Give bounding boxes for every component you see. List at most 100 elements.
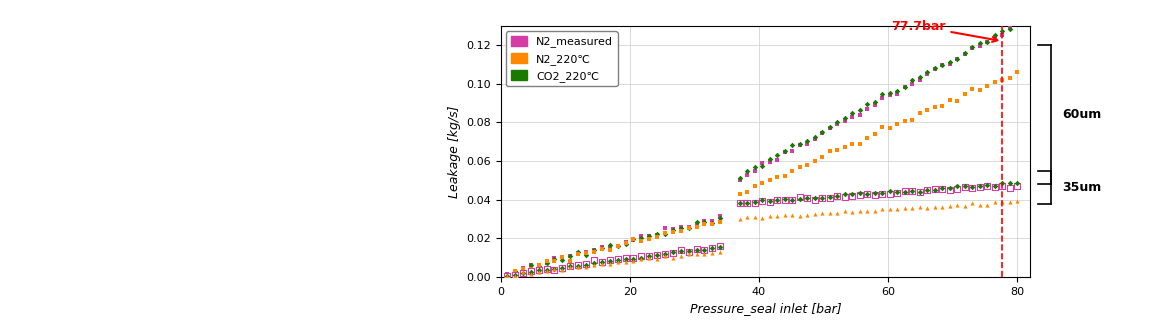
Point	[857, 192, 876, 197]
Point	[498, 274, 517, 279]
Point	[656, 230, 674, 235]
Point	[948, 56, 967, 61]
Point	[798, 195, 816, 201]
Point	[695, 218, 714, 223]
Point	[593, 261, 611, 267]
Point	[970, 88, 989, 93]
Point	[887, 190, 906, 195]
Point	[910, 110, 929, 116]
Point	[895, 84, 914, 90]
Point	[821, 195, 839, 200]
Point	[887, 191, 906, 196]
Point	[843, 193, 861, 198]
Point	[695, 248, 714, 253]
Point	[546, 259, 564, 264]
Point	[813, 211, 831, 216]
Point	[821, 125, 839, 130]
Point	[813, 130, 831, 135]
Point	[985, 185, 1004, 190]
Point	[866, 190, 884, 195]
Point	[955, 203, 974, 208]
Point	[978, 182, 997, 187]
Point	[498, 271, 517, 276]
Point	[761, 156, 779, 161]
Point	[561, 259, 579, 264]
Point	[711, 220, 730, 225]
Point	[910, 190, 929, 195]
Point	[554, 267, 572, 272]
Point	[910, 189, 929, 194]
Point	[632, 255, 650, 260]
Point	[948, 203, 967, 208]
Point	[546, 257, 564, 262]
Point	[887, 122, 906, 127]
Point	[881, 188, 899, 193]
Point	[866, 208, 884, 213]
Point	[616, 241, 634, 246]
Point	[616, 239, 634, 244]
Point	[561, 253, 579, 259]
Point	[746, 199, 764, 204]
Point	[985, 200, 1004, 205]
Point	[963, 44, 982, 49]
Point	[783, 198, 801, 203]
Point	[529, 270, 548, 275]
Point	[577, 261, 595, 266]
Point	[948, 56, 967, 61]
Point	[656, 231, 674, 236]
Point	[505, 268, 524, 273]
Point	[843, 110, 861, 116]
Point	[679, 250, 698, 255]
Point	[836, 116, 854, 121]
Point	[791, 141, 809, 147]
Point	[505, 273, 524, 278]
Point	[498, 273, 517, 278]
Point	[529, 262, 548, 268]
Point	[585, 262, 603, 267]
Point	[828, 193, 846, 198]
Point	[656, 253, 674, 258]
Point	[577, 250, 595, 255]
Point	[664, 250, 683, 255]
Point	[993, 28, 1012, 33]
Point	[498, 273, 517, 278]
Point	[1000, 180, 1019, 185]
Point	[798, 162, 816, 167]
Point	[836, 145, 854, 150]
Point	[872, 207, 891, 212]
Point	[872, 96, 891, 101]
Point	[593, 245, 611, 251]
Point	[828, 120, 846, 125]
Point	[703, 222, 722, 227]
Point	[978, 184, 997, 189]
Point	[776, 173, 794, 178]
Point	[546, 266, 564, 271]
Point	[904, 81, 922, 86]
Point	[821, 148, 839, 154]
Point	[851, 192, 869, 197]
Point	[872, 91, 891, 96]
Point	[1000, 25, 1019, 31]
Point	[783, 197, 801, 202]
Point	[569, 250, 587, 255]
Point	[640, 233, 658, 239]
Point	[904, 189, 922, 194]
Point	[521, 262, 540, 268]
Point	[813, 154, 831, 159]
Point	[569, 263, 587, 268]
Point	[538, 268, 556, 273]
Point	[711, 216, 730, 221]
Point	[624, 237, 642, 242]
Point	[918, 71, 937, 76]
Point	[521, 271, 540, 276]
Point	[904, 189, 922, 194]
Point	[711, 249, 730, 254]
Point	[761, 213, 779, 219]
Point	[985, 80, 1004, 85]
Point	[585, 247, 603, 252]
Point	[955, 184, 974, 189]
Point	[851, 190, 869, 195]
Point	[753, 215, 771, 220]
Point	[1008, 199, 1027, 204]
Point	[648, 232, 666, 237]
